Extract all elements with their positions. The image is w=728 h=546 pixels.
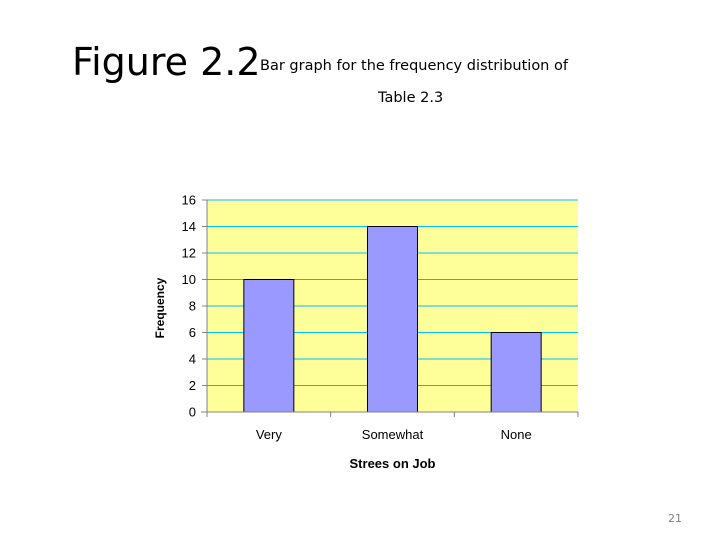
y-tick-label: 4	[189, 352, 196, 367]
bar-very	[243, 279, 295, 413]
x-ticks: Very Somewhat None	[206, 412, 579, 442]
bar-somewhat	[367, 226, 418, 413]
y-tick-label: 0	[189, 405, 196, 420]
bar-none	[490, 332, 542, 413]
x-tick-label: Very	[256, 427, 283, 442]
figure-label: Figure 2.2	[72, 40, 261, 84]
y-tick-label: 6	[189, 325, 196, 340]
y-tick-label: 16	[182, 193, 196, 208]
x-tick-label: Somewhat	[362, 427, 424, 442]
y-tick-label: 8	[189, 299, 196, 314]
y-tick-label: 2	[189, 378, 196, 393]
y-tick-label: 14	[182, 219, 196, 234]
y-tick-label: 10	[182, 272, 196, 287]
x-axis-label: Strees on Job	[350, 456, 436, 471]
page-number: 21	[668, 512, 682, 525]
x-tick-label: None	[501, 427, 532, 442]
y-axis-label: Frequency	[153, 277, 167, 338]
slide-title: Figure 2.2 Bar graph for the frequency d…	[72, 34, 672, 124]
bars	[243, 226, 542, 413]
y-ticks: 0 2 4 6 8 10 12 14 16	[182, 193, 207, 420]
figure-caption-line1: Bar graph for the frequency distribution…	[260, 58, 568, 74]
figure-caption-line2: Table 2.3	[378, 90, 444, 106]
y-tick-label: 12	[182, 246, 196, 261]
